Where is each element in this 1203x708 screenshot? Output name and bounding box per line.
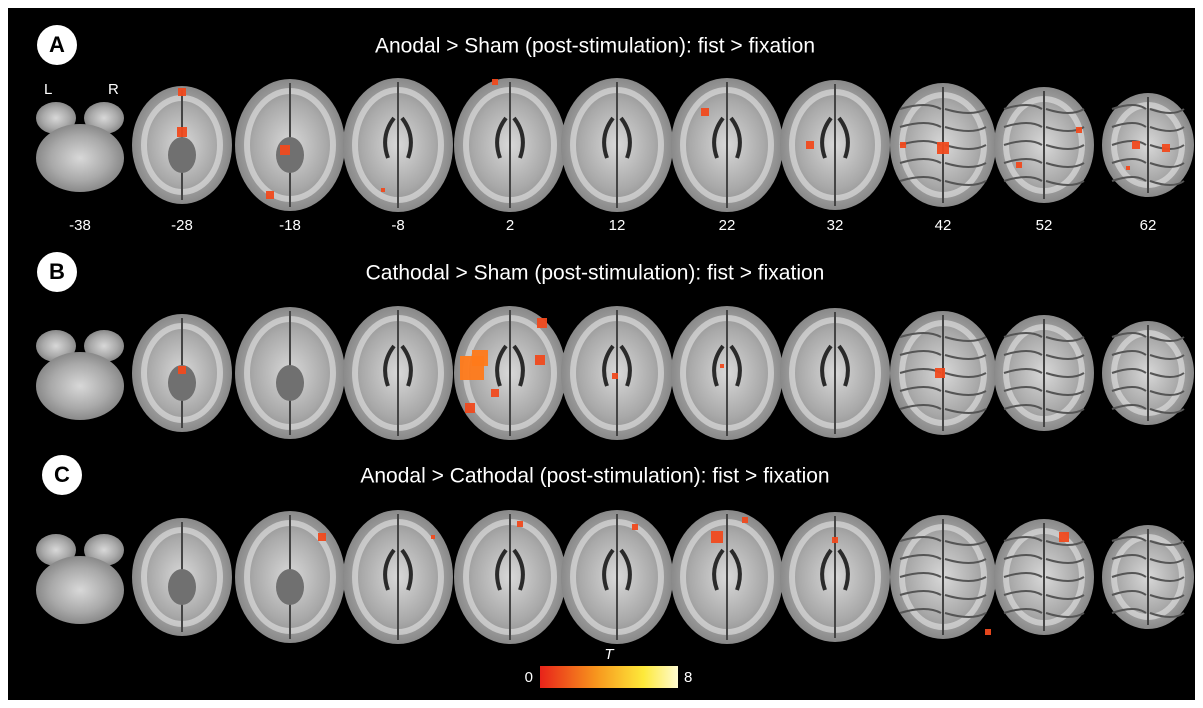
activation: [465, 403, 475, 413]
brain-slice: [994, 87, 1094, 203]
activation: [177, 127, 187, 137]
brain-slice: [780, 80, 890, 210]
activation: [318, 533, 326, 541]
colorbar: [540, 666, 678, 688]
slice-label: -18: [279, 217, 301, 234]
brain-slice: [1102, 93, 1194, 197]
brain-slice: [235, 511, 345, 643]
activation: [280, 145, 290, 155]
brain-slice: [994, 315, 1094, 431]
brain-slice: [1102, 525, 1194, 629]
slice-label: -38: [69, 217, 91, 234]
panel-label: B: [49, 259, 65, 284]
brain-slice: [343, 510, 453, 644]
brain-slice: [235, 307, 345, 439]
brain-cerebellum: [36, 556, 124, 624]
right-label: R: [108, 81, 119, 98]
colorbar-min: 0: [525, 669, 533, 686]
activation: [720, 364, 724, 368]
slice-label: 2: [506, 217, 514, 234]
brain-cerebellum: [36, 124, 124, 192]
slice-label: 32: [827, 217, 844, 234]
brainstem: [276, 569, 304, 605]
activation: [1162, 144, 1170, 152]
brain-slice: [671, 78, 783, 212]
brain-slice: [454, 510, 566, 644]
activation: [472, 350, 488, 366]
activation: [1076, 127, 1082, 133]
activation: [701, 108, 709, 116]
activation: [985, 629, 991, 635]
brain-slice: [454, 78, 566, 212]
brain-slice: [561, 510, 673, 644]
brain-slice: [1102, 321, 1194, 425]
left-label: L: [44, 81, 52, 98]
brain-slice: [780, 512, 890, 642]
slice-label: 12: [609, 217, 626, 234]
activation: [711, 531, 723, 543]
activation: [1016, 162, 1022, 168]
slice-label: 62: [1140, 217, 1157, 234]
activation: [935, 368, 945, 378]
brainstem: [168, 137, 196, 173]
activation: [1132, 141, 1140, 149]
brain-slice: [343, 306, 453, 440]
activation: [806, 141, 814, 149]
brain-slice: [343, 78, 453, 212]
brain-slice: [132, 518, 232, 636]
activation: [537, 318, 547, 328]
slice-label: -28: [171, 217, 193, 234]
activation: [632, 524, 638, 530]
panel-label: A: [49, 32, 65, 57]
brain-slice: [671, 306, 783, 440]
figure: L R T 0 8 AAnodal > Sham (post-stimulati…: [0, 0, 1203, 708]
brain-slice: [561, 78, 673, 212]
slice-label: 52: [1036, 217, 1053, 234]
panel-title: Cathodal > Sham (post-stimulation): fist…: [366, 262, 825, 285]
activation: [742, 517, 748, 523]
activation: [431, 535, 435, 539]
brain-slice: [890, 515, 996, 639]
brainstem: [276, 365, 304, 401]
brain-cerebellum: [36, 352, 124, 420]
page: L R T 0 8 AAnodal > Sham (post-stimulati…: [0, 0, 1203, 708]
panel-title: Anodal > Cathodal (post-stimulation): fi…: [360, 465, 829, 488]
activation: [900, 142, 906, 148]
brain-slice: [132, 86, 232, 204]
activation: [266, 191, 274, 199]
activation: [535, 355, 545, 365]
activation: [178, 88, 186, 96]
panel-title: Anodal > Sham (post-stimulation): fist >…: [375, 35, 815, 58]
brain-slice: [994, 519, 1094, 635]
activation: [832, 537, 838, 543]
activation: [491, 389, 499, 397]
activation: [178, 366, 186, 374]
activation: [1126, 166, 1130, 170]
activation: [492, 79, 498, 85]
slice-label: 42: [935, 217, 952, 234]
slice-label: -8: [391, 217, 404, 234]
activation: [1059, 532, 1069, 542]
activation: [517, 521, 523, 527]
panel-label: C: [54, 462, 70, 487]
activation: [612, 373, 618, 379]
brainstem: [168, 569, 196, 605]
brain-slice: [780, 308, 890, 438]
activation: [937, 142, 949, 154]
brain-slice: [671, 510, 783, 644]
colorbar-max: 8: [684, 669, 692, 686]
slice-label: 22: [719, 217, 736, 234]
activation: [381, 188, 385, 192]
